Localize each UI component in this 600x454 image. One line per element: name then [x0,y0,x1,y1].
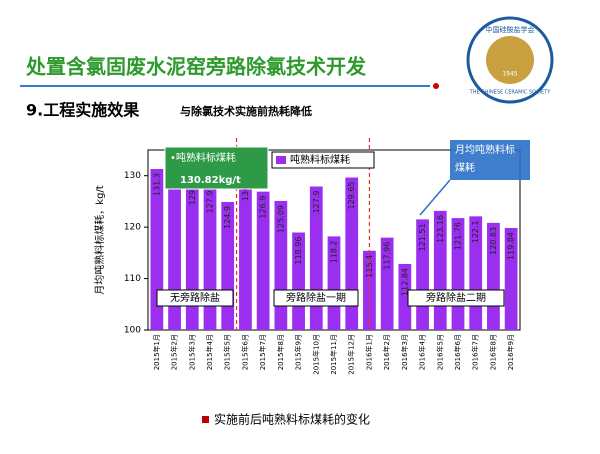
x-tick-label: 2016年2月 [382,334,391,370]
phase-box [273,289,359,307]
y-tick-label: 130 [124,171,141,181]
callout-pointer [419,179,451,216]
value-label: 118.2 [330,240,339,263]
legend-box [271,151,375,169]
value-label: 129.65 [347,182,356,210]
x-tick-label: 2015年9月 [294,334,303,370]
value-label: 120.83 [489,227,498,255]
logo: 中国硅酸盐学会 THE CHINESE CERAMIC SOCIETY 1945 [466,16,554,104]
x-tick-label: 2015年2月 [170,334,179,370]
x-tick-label: 2016年6月 [453,334,462,370]
logo-core [486,36,534,84]
x-tick-label: 2016年5月 [435,334,444,370]
value-label: 127.9 [206,191,215,214]
value-label: 119.84 [507,232,516,260]
phase-box [156,289,234,307]
section-title: 9.工程实施效果 [26,101,139,120]
value-label: 122.1 [471,220,480,243]
value-label: 131.3 [152,173,161,196]
bar [380,237,394,330]
bar [398,263,412,330]
callout-text: 130.82kg/t [180,175,241,186]
value-label: 118.96 [294,236,303,264]
logo-name: 中国硅酸盐学会 [486,25,535,34]
callout-text: 煤耗 [455,161,475,174]
callout-text: •吨熟料标煤耗 [170,151,236,164]
callout [164,146,269,190]
legend-swatch [276,156,286,164]
value-label: 123.16 [436,215,445,243]
phase-label: 旁路除盐二期 [426,291,486,304]
bar [504,227,518,330]
phase-box [407,289,505,307]
legend-label: 吨熟料标煤耗 [290,153,350,166]
y-tick-label: 110 [124,274,141,284]
value-label: 112.84 [400,268,409,296]
logo-english: THE CHINESE CERAMIC SOCIETY [469,90,552,96]
value-label: 130.3 [241,178,250,201]
rule-dot [433,83,439,89]
x-tick-label: 2015年6月 [240,334,249,370]
slide-title: 处置含氯固废水泥窑旁路除氯技术开发 [25,55,367,79]
bar [327,236,341,330]
x-tick-label: 2016年1月 [364,334,373,370]
logo-year: 1945 [502,71,517,78]
value-label: 121.76 [454,222,463,250]
x-tick-label: 2015年12月 [347,334,356,375]
value-label: 121.51 [418,223,427,251]
y-tick-label: 100 [124,326,141,336]
x-tick-label: 2016年3月 [400,334,409,370]
value-label: 124.9 [223,206,232,229]
callout [450,140,530,180]
bar [239,174,252,330]
chart: 100110120130131.32015年1月1342015年2月129.52… [124,138,530,375]
x-tick-label: 2015年4月 [205,334,214,370]
x-tick-label: 2015年8月 [276,334,285,370]
value-label: 129.5 [188,182,197,205]
x-tick-label: 2015年5月 [223,334,232,370]
x-tick-label: 2016年4月 [418,334,427,370]
x-tick-label: 2015年1月 [152,334,161,370]
value-label: 117.96 [383,242,392,270]
x-tick-label: 2015年3月 [187,334,196,370]
y-tick-label: 120 [124,223,141,233]
x-tick-label: 2015年7月 [258,334,267,370]
phase-label: 无旁路除盐 [170,291,220,304]
callout-text: 月均吨熟料标 [455,143,515,156]
phase-label: 旁路除盐一期 [286,291,346,304]
bar [363,250,376,330]
x-tick-label: 2015年10月 [311,334,320,375]
y-axis-label: 月均吨熟料标煤耗，kg/t [93,185,106,295]
value-label: 127.9 [312,191,321,214]
value-label: 125.09 [276,205,285,233]
x-tick-label: 2015年11月 [329,334,338,375]
bar [256,191,270,330]
caption: 实施前后吨熟料标煤耗的变化 [214,412,370,427]
caption-bullet [202,416,209,423]
x-tick-label: 2016年7月 [471,334,480,370]
x-tick-label: 2016年9月 [506,334,515,370]
value-label: 126.9 [259,196,268,219]
section-subtitle: 与除氯技术实施前热耗降低 [180,104,312,118]
x-tick-label: 2016年8月 [488,334,497,370]
bar [168,155,181,330]
